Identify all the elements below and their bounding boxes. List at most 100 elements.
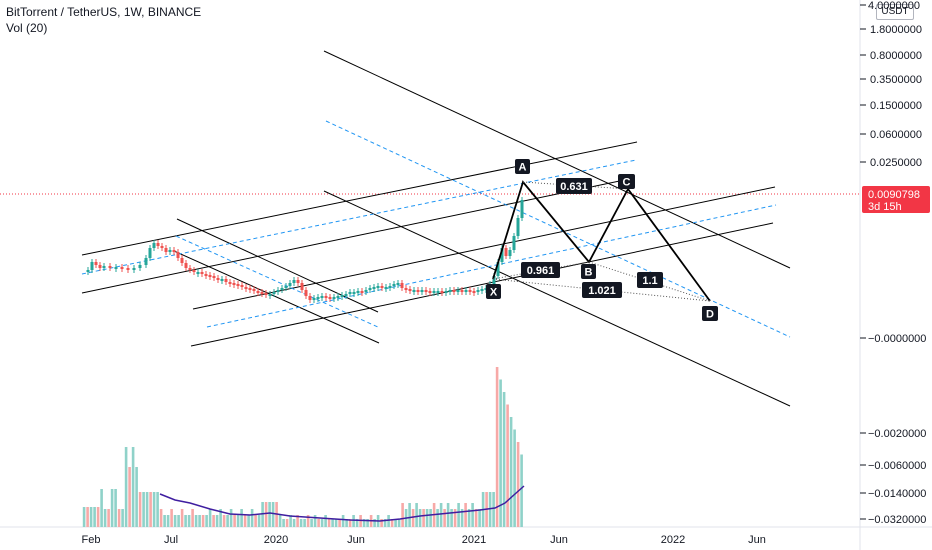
falling-channel3-median-line[interactable] bbox=[325, 120, 791, 338]
volume-bar bbox=[299, 519, 303, 527]
volume-bar bbox=[296, 515, 299, 527]
candle bbox=[172, 250, 176, 252]
point-a[interactable]: A bbox=[515, 159, 530, 174]
channel2-median-line[interactable] bbox=[206, 204, 777, 328]
candle bbox=[236, 284, 240, 286]
volume-bar bbox=[128, 467, 131, 527]
volume-bar bbox=[422, 509, 425, 527]
dashed-median-lines[interactable] bbox=[81, 120, 791, 338]
volume-bar bbox=[338, 519, 341, 527]
candle bbox=[248, 288, 252, 290]
volume-bar bbox=[478, 509, 481, 527]
volume-bar bbox=[110, 489, 114, 527]
falling-channel-lower-line[interactable] bbox=[173, 250, 380, 344]
channel2-lower-line[interactable] bbox=[190, 222, 774, 347]
candle bbox=[180, 258, 184, 263]
volume-bar bbox=[96, 507, 100, 527]
time-axis[interactable]: Feb Jul 2020 Jun 2021 Jun 2022 Jun bbox=[82, 534, 766, 546]
volume-bar bbox=[366, 519, 369, 527]
candle bbox=[280, 288, 284, 290]
volume-bar bbox=[390, 519, 394, 527]
volume-moving-average-line bbox=[159, 485, 525, 522]
candle bbox=[98, 265, 102, 268]
volume-bar bbox=[289, 515, 292, 527]
volume-bar bbox=[180, 509, 184, 527]
falling-channel3-lower-line[interactable] bbox=[323, 190, 791, 407]
volume-bar bbox=[149, 492, 152, 527]
candle bbox=[476, 290, 480, 292]
price-tick: −0.0020000 bbox=[868, 428, 926, 440]
candle bbox=[90, 262, 94, 270]
volume-bar bbox=[520, 454, 523, 527]
volume-bar bbox=[446, 503, 450, 527]
falling-median-line[interactable] bbox=[175, 235, 381, 329]
ratio-0631[interactable]: 0.631 bbox=[556, 178, 592, 194]
currency-unit-badge[interactable]: USDT bbox=[876, 4, 914, 20]
chart-title: BitTorrent / TetherUS, 1W, BINANCE bbox=[6, 5, 202, 19]
candle bbox=[260, 292, 264, 294]
volume-bar bbox=[177, 515, 180, 527]
candle bbox=[300, 283, 304, 290]
volume-bar bbox=[387, 515, 390, 527]
volume-bar bbox=[313, 515, 317, 527]
ratio-11[interactable]: 1.1 bbox=[637, 272, 663, 288]
price-tick: 0.0250000 bbox=[870, 157, 922, 169]
volume-bar bbox=[348, 519, 352, 527]
volume-bars bbox=[82, 367, 523, 527]
volume-bar bbox=[509, 417, 513, 527]
candle bbox=[496, 262, 500, 276]
volume-bar bbox=[198, 515, 201, 527]
volume-bar bbox=[82, 507, 86, 527]
candle bbox=[380, 286, 384, 288]
candle bbox=[408, 289, 412, 291]
volume-bar bbox=[114, 489, 117, 527]
harmonic-pattern[interactable]: X A B C D 0.631 0.961 1.021 bbox=[486, 159, 718, 321]
candle bbox=[114, 267, 118, 269]
volume-bar bbox=[222, 515, 226, 527]
candle bbox=[316, 297, 320, 299]
point-c[interactable]: C bbox=[618, 174, 635, 189]
time-tick: 2022 bbox=[661, 534, 685, 546]
volume-bar bbox=[457, 503, 460, 527]
ratio-0961[interactable]: 0.961 bbox=[521, 262, 560, 278]
volume-bar bbox=[219, 509, 222, 527]
candle bbox=[364, 290, 368, 292]
point-b[interactable]: B bbox=[581, 264, 596, 279]
candle bbox=[368, 288, 372, 290]
candle bbox=[164, 248, 168, 252]
bar-countdown: 3d 15h bbox=[868, 201, 902, 213]
candle bbox=[328, 297, 332, 299]
candle bbox=[296, 280, 300, 283]
volume-bar bbox=[488, 492, 492, 527]
price-axis[interactable]: 4.0000000 1.8000000 0.8000000 0.3500000 … bbox=[860, 0, 926, 526]
falling-channel3-upper-line[interactable] bbox=[323, 50, 791, 269]
candle bbox=[176, 252, 180, 258]
volume-bar bbox=[226, 515, 229, 527]
channel-lines[interactable] bbox=[81, 50, 791, 407]
channel-upper-line[interactable] bbox=[81, 141, 638, 256]
volume-bar bbox=[362, 519, 366, 527]
candle bbox=[212, 276, 216, 278]
candle bbox=[308, 296, 312, 300]
ratio-1021[interactable]: 1.021 bbox=[582, 282, 622, 298]
candle bbox=[512, 236, 516, 250]
candle bbox=[360, 291, 364, 293]
point-x-label: X bbox=[490, 287, 498, 299]
channel-lower-line[interactable] bbox=[81, 177, 635, 294]
volume-bar bbox=[474, 509, 478, 527]
time-tick: Jun bbox=[748, 534, 766, 546]
last-price-marker[interactable]: 0.0090798 3d 15h bbox=[862, 186, 930, 213]
falling-channel-upper-line[interactable] bbox=[176, 218, 379, 313]
volume-bar bbox=[159, 509, 163, 527]
point-x[interactable]: X bbox=[486, 284, 501, 299]
volume-bar bbox=[324, 515, 327, 527]
price-tick: −0.0000000 bbox=[868, 333, 926, 345]
volume-bar bbox=[394, 519, 397, 527]
candle bbox=[228, 282, 232, 284]
ratio-label-xb: 0.961 bbox=[527, 265, 555, 277]
time-tick: 2020 bbox=[264, 534, 288, 546]
candle bbox=[400, 283, 404, 288]
point-d[interactable]: D bbox=[702, 306, 718, 321]
channel2-upper-line[interactable] bbox=[192, 186, 776, 310]
